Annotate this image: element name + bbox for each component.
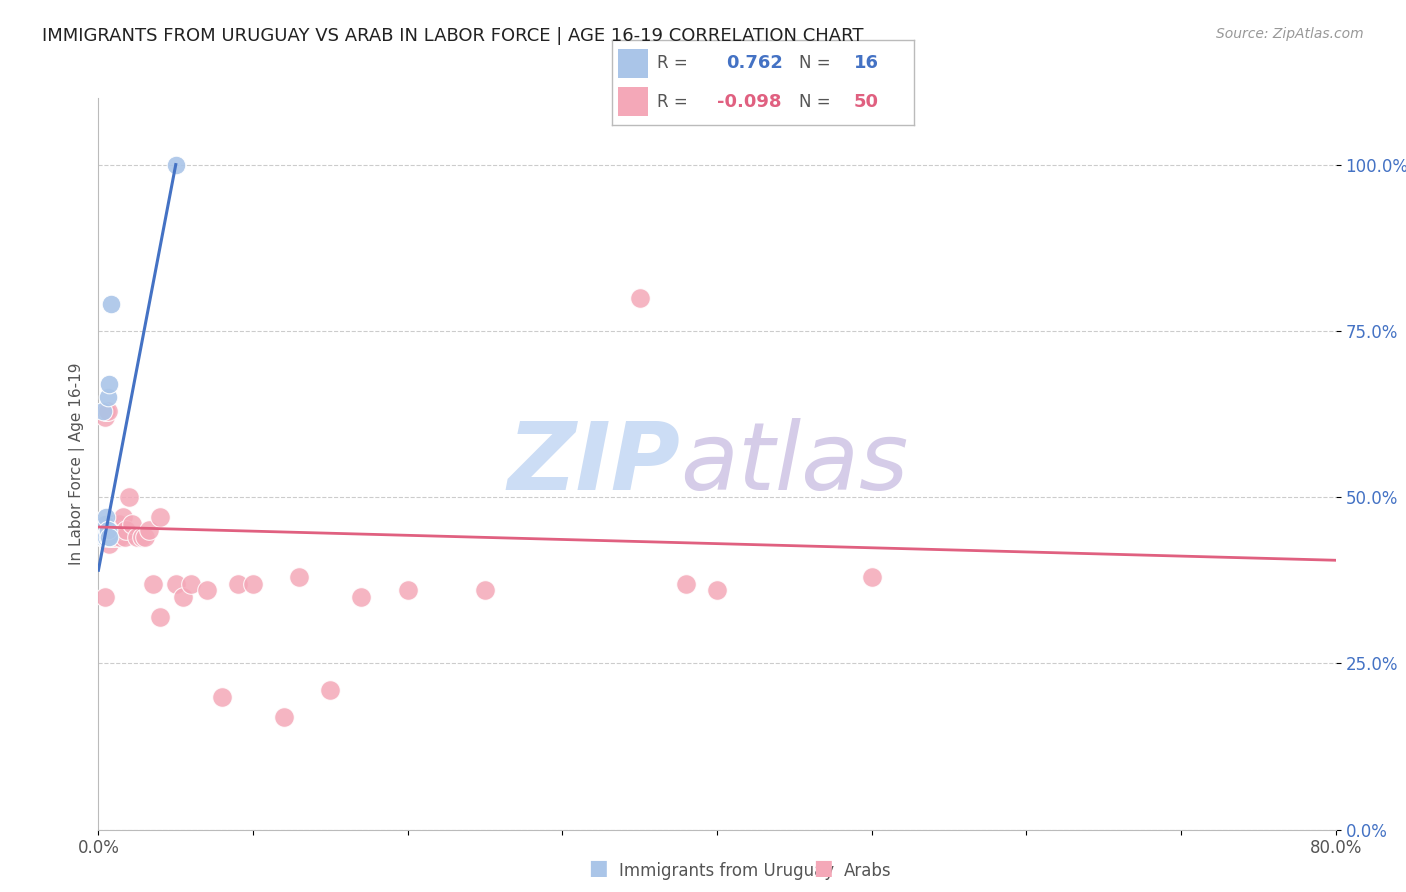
Point <box>104 524 127 538</box>
Point <box>131 530 153 544</box>
Point <box>138 524 160 538</box>
Point <box>172 590 194 604</box>
Point <box>628 291 651 305</box>
Point <box>97 530 120 544</box>
Point <box>93 516 115 531</box>
Point <box>91 524 114 538</box>
Point <box>96 403 118 417</box>
Point <box>112 510 135 524</box>
Point <box>141 576 165 591</box>
Point <box>273 709 295 723</box>
Point <box>165 158 187 172</box>
Point <box>118 490 141 504</box>
Point <box>860 570 883 584</box>
Point <box>127 530 149 544</box>
Y-axis label: In Labor Force | Age 16-19: In Labor Force | Age 16-19 <box>69 362 84 566</box>
Text: Source: ZipAtlas.com: Source: ZipAtlas.com <box>1216 27 1364 41</box>
Point <box>90 530 112 544</box>
FancyBboxPatch shape <box>617 49 648 78</box>
Point <box>165 576 187 591</box>
Point <box>105 530 128 544</box>
Point <box>91 530 114 544</box>
Point <box>93 530 115 544</box>
Point <box>93 410 115 425</box>
Point <box>107 516 129 531</box>
Point <box>211 690 233 704</box>
Point <box>675 576 697 591</box>
Text: IMMIGRANTS FROM URUGUAY VS ARAB IN LABOR FORCE | AGE 16-19 CORRELATION CHART: IMMIGRANTS FROM URUGUAY VS ARAB IN LABOR… <box>42 27 863 45</box>
Point <box>149 609 172 624</box>
Text: 16: 16 <box>853 54 879 72</box>
Text: Arabs: Arabs <box>844 862 891 880</box>
Point <box>98 524 121 538</box>
Point <box>91 530 114 544</box>
Point <box>108 530 131 544</box>
Point <box>96 510 118 524</box>
Point <box>121 516 143 531</box>
Point <box>93 590 115 604</box>
Text: 0.762: 0.762 <box>727 54 783 72</box>
FancyBboxPatch shape <box>617 87 648 116</box>
Point <box>706 583 728 598</box>
Point <box>114 530 136 544</box>
Text: ZIP: ZIP <box>508 417 681 510</box>
Point <box>103 530 125 544</box>
Point <box>100 530 122 544</box>
Point <box>97 403 120 417</box>
Point <box>97 516 120 531</box>
Point <box>97 390 120 404</box>
Point <box>288 570 311 584</box>
Text: R =: R = <box>657 93 688 111</box>
Text: Immigrants from Uruguay: Immigrants from Uruguay <box>619 862 834 880</box>
Point <box>100 297 122 311</box>
Point <box>101 516 124 531</box>
Point <box>134 530 156 544</box>
Point <box>90 516 112 531</box>
Text: -0.098: -0.098 <box>717 93 782 111</box>
Point <box>149 510 172 524</box>
Point <box>98 536 121 550</box>
Point <box>98 377 121 392</box>
Point <box>115 524 138 538</box>
Text: 50: 50 <box>853 93 879 111</box>
Text: atlas: atlas <box>681 418 908 509</box>
Point <box>396 583 419 598</box>
Point <box>97 524 120 538</box>
Point <box>96 403 118 417</box>
Text: N =: N = <box>799 54 831 72</box>
Point <box>242 576 264 591</box>
Point <box>100 530 122 544</box>
Text: ■: ■ <box>813 858 832 878</box>
Point <box>103 516 125 531</box>
Point <box>98 530 121 544</box>
Point <box>104 524 127 538</box>
Point <box>226 576 249 591</box>
Text: N =: N = <box>799 93 831 111</box>
Point <box>100 524 122 538</box>
Point <box>96 530 118 544</box>
Point <box>91 403 114 417</box>
Text: R =: R = <box>657 54 688 72</box>
Point <box>111 524 132 538</box>
Point <box>319 682 342 697</box>
Text: ■: ■ <box>588 858 607 878</box>
Point <box>180 576 202 591</box>
Point <box>474 583 496 598</box>
Point <box>350 590 373 604</box>
Point <box>195 583 218 598</box>
